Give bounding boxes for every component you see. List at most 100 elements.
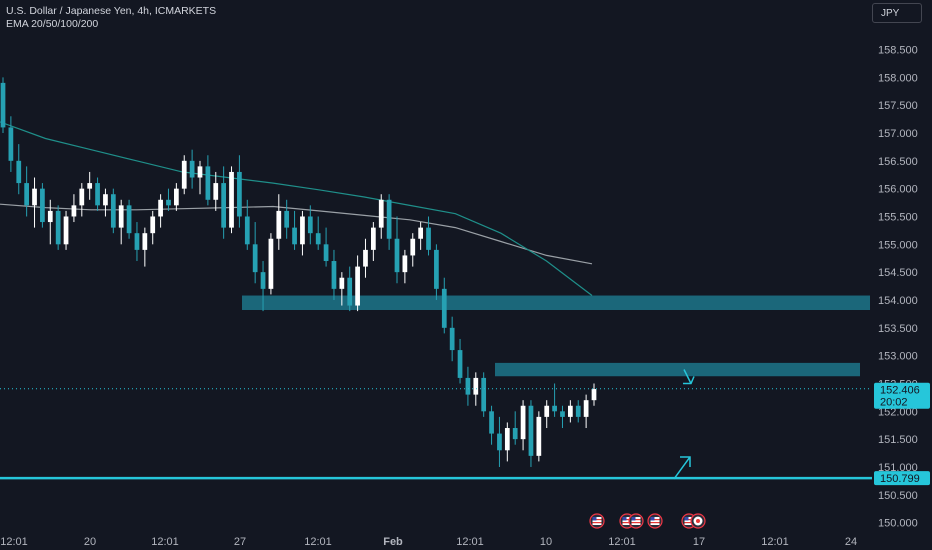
- candle: [244, 216, 250, 245]
- event-marker[interactable]: [681, 513, 706, 529]
- supply-demand-zones: [242, 295, 870, 377]
- chart-legend: U.S. Dollar / Japanese Yen, 4h, ICMARKET…: [6, 5, 216, 31]
- candle: [189, 160, 195, 178]
- candle: [347, 277, 353, 306]
- candle: [339, 277, 345, 289]
- price-tick-label: 155.000: [878, 239, 918, 251]
- current-price-tag: [874, 382, 930, 409]
- candle: [221, 183, 227, 228]
- price-tick-label: 157.500: [878, 100, 918, 112]
- candle: [504, 428, 510, 451]
- candle: [355, 266, 360, 306]
- candle: [134, 233, 140, 250]
- price-axis[interactable]: 158.500 158.000 157.500 157.000 156.500 156.0…: [872, 0, 932, 550]
- time-tick-label: 17: [693, 536, 705, 548]
- candle: [103, 194, 108, 206]
- event-marker[interactable]: [589, 513, 605, 529]
- candle: [418, 227, 424, 239]
- us-flag-stripe: [592, 522, 602, 524]
- candle: [252, 244, 258, 273]
- candle: [47, 210, 53, 223]
- us-flag-stripe: [622, 519, 632, 521]
- candle: [520, 405, 526, 440]
- price-tick-label: 153.500: [878, 323, 918, 335]
- candle: [567, 405, 573, 417]
- candle: [237, 171, 242, 217]
- time-axis[interactable]: 12:01 20 12:01 27 12:01 Feb 12:01 10 12:01 17 12:0…: [0, 536, 857, 548]
- indicator-label[interactable]: EMA 20/50/100/200: [6, 18, 99, 30]
- ema-lines: [0, 121, 593, 296]
- candle: [24, 183, 30, 206]
- candle: [331, 261, 337, 289]
- candle: [150, 216, 156, 234]
- countdown-timer: 20:02: [880, 397, 908, 409]
- price-tick-label: 155.500: [878, 211, 918, 223]
- time-tick-label: 12:01: [0, 536, 28, 548]
- price-tick-label: 158.000: [878, 72, 918, 84]
- candle: [142, 233, 148, 250]
- time-tick-label: 12:01: [456, 536, 484, 548]
- candle: [307, 216, 313, 234]
- candle: [284, 210, 290, 228]
- candle: [292, 227, 297, 245]
- candle: [300, 216, 305, 245]
- price-axis-bg: [872, 0, 932, 550]
- candle: [166, 199, 171, 206]
- candle: [512, 428, 518, 440]
- candle: [315, 233, 321, 245]
- candle: [575, 405, 581, 417]
- us-flag-field: [592, 517, 602, 525]
- candle: [402, 255, 408, 273]
- price-tick-label: 150.500: [878, 490, 918, 502]
- us-flag-stripe: [631, 522, 641, 524]
- candle: [528, 405, 534, 456]
- currency-button[interactable]: JPY: [872, 3, 922, 23]
- symbol-title[interactable]: U.S. Dollar / Japanese Yen, 4h, ICMARKET…: [6, 5, 217, 17]
- price-tick-label: 151.000: [878, 462, 918, 474]
- candle: [79, 188, 85, 206]
- time-tick-label: 20: [84, 536, 96, 548]
- price-tick-label: 154.500: [878, 267, 918, 279]
- time-tick-label: 12:01: [304, 536, 332, 548]
- event-marker[interactable]: [619, 513, 644, 529]
- price-tick-label: 158.500: [878, 44, 918, 56]
- candle: [16, 160, 22, 184]
- candle: [197, 166, 203, 178]
- support-price-value: 150.799: [880, 473, 920, 485]
- zone-2: [495, 362, 860, 377]
- candle: [40, 188, 45, 223]
- price-tick-label: 152.000: [878, 406, 918, 418]
- us-flag-canton: [592, 517, 597, 521]
- candle: [181, 160, 187, 189]
- jp-flag-sun: [696, 519, 700, 523]
- us-flag-stripe: [631, 519, 641, 521]
- us-flag-stripe: [622, 522, 632, 524]
- candle: [110, 194, 116, 228]
- candle: [229, 171, 234, 228]
- candle: [126, 205, 132, 234]
- us-flag-canton: [650, 517, 655, 521]
- price-tick-label: 151.500: [878, 434, 918, 446]
- candle: [71, 205, 77, 217]
- candle: [583, 400, 589, 417]
- candle: [55, 210, 61, 245]
- us-flag-canton: [622, 517, 627, 521]
- price-tick-label: 156.000: [878, 184, 918, 196]
- candle: [268, 238, 274, 289]
- candle: [173, 188, 179, 206]
- us-flag-stripe: [650, 519, 660, 521]
- candle: [441, 288, 447, 328]
- candle: [434, 249, 439, 289]
- time-tick-label: 12:01: [761, 536, 789, 548]
- arrow-up-icon: [673, 456, 691, 480]
- candle: [473, 377, 479, 395]
- economic-event-markers[interactable]: [589, 513, 706, 529]
- candle: [32, 188, 37, 206]
- support-price-tag: [874, 471, 930, 486]
- event-marker[interactable]: [647, 513, 663, 529]
- us-flag-field: [650, 517, 660, 525]
- time-tick-label: 24: [845, 536, 857, 548]
- price-tick-label: 154.000: [878, 295, 918, 307]
